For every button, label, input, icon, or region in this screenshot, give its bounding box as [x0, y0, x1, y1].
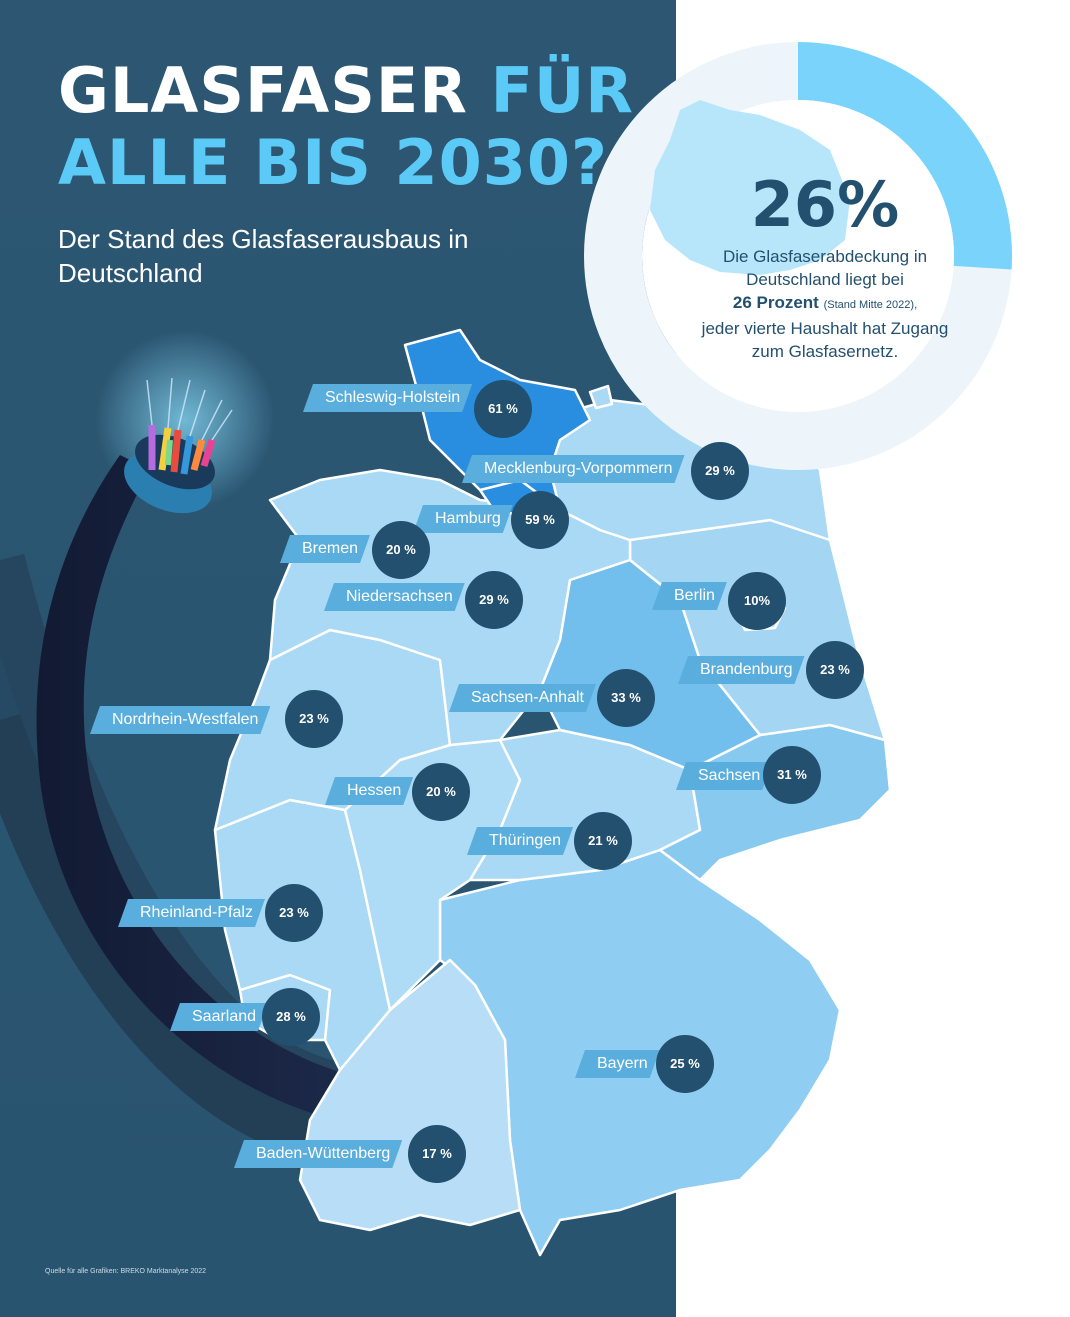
state-label-sachsen: Sachsen — [676, 762, 772, 790]
state-value-baden-w-ttenberg: 17 % — [408, 1125, 466, 1183]
desc-line3: jeder vierte Haushalt hat Zugang zum Gla… — [701, 319, 949, 361]
fiber-cable-icon — [36, 330, 370, 1125]
desc-small: (Stand Mitte 2022), — [823, 299, 918, 311]
state-value-schleswig-holstein: 61 % — [474, 380, 532, 438]
state-label-niedersachsen: Niedersachsen — [324, 583, 465, 611]
coverage-description: Die Glasfaserabdeckung in Deutschland li… — [700, 245, 950, 363]
state-value-hamburg: 59 % — [511, 491, 569, 549]
state-label-sachsen-anhalt: Sachsen-Anhalt — [449, 684, 596, 712]
state-label-brandenburg: Brandenburg — [678, 656, 805, 684]
state-value-berlin: 10% — [728, 572, 786, 630]
state-label-bremen: Bremen — [280, 535, 370, 563]
state-label-mecklenburg-vorpommern: Mecklenburg-Vorpommern — [462, 455, 685, 483]
state-label-rheinland-pfalz: Rheinland-Pfalz — [118, 899, 265, 927]
germany-silhouette-icon — [650, 100, 850, 275]
page-title: GLASFASER FÜR ALLE BIS 2030? — [58, 55, 634, 199]
coverage-donut — [584, 42, 1012, 470]
state-value-bremen: 20 % — [372, 521, 430, 579]
state-value-sachsen: 31 % — [763, 746, 821, 804]
state-value-nordrhein-westfalen: 23 % — [285, 690, 343, 748]
state-value-saarland: 28 % — [262, 988, 320, 1046]
title-line1-accent: FÜR — [490, 54, 635, 127]
state-label-saarland: Saarland — [170, 1003, 268, 1031]
coverage-percent: 26% — [750, 168, 900, 241]
state-label-hessen: Hessen — [325, 777, 413, 805]
subtitle: Der Stand des Glasfaserausbaus in Deutsc… — [58, 224, 469, 288]
state-label-schleswig-holstein: Schleswig-Holstein — [303, 384, 472, 412]
source-note: Quelle für alle Grafiken: BREKO Marktana… — [45, 1268, 207, 1275]
title-line2-accent: ALLE BIS 2030? — [58, 126, 609, 199]
desc-bold: 26 Prozent — [732, 293, 819, 312]
state-value-brandenburg: 23 % — [806, 641, 864, 699]
state-label-th-ringen: Thüringen — [467, 827, 573, 855]
title-line1-white: GLASFASER — [58, 54, 469, 127]
state-value-bayern: 25 % — [656, 1035, 714, 1093]
state-label-berlin: Berlin — [652, 582, 727, 610]
island-ruegen — [588, 384, 614, 410]
state-value-sachsen-anhalt: 33 % — [597, 669, 655, 727]
state-label-hamburg: Hamburg — [413, 505, 513, 533]
state-label-bayern: Bayern — [575, 1050, 660, 1078]
state-value-hessen: 20 % — [412, 763, 470, 821]
state-value-niedersachsen: 29 % — [465, 571, 523, 629]
desc-line1: Die Glasfaserabdeckung in Deutschland li… — [722, 247, 928, 289]
state-value-mecklenburg-vorpommern: 29 % — [691, 442, 749, 500]
state-value-rheinland-pfalz: 23 % — [265, 884, 323, 942]
state-value-th-ringen: 21 % — [574, 812, 632, 870]
state-label-baden-w-ttenberg: Baden-Wüttenberg — [234, 1140, 402, 1168]
coverage-donut-arc — [584, 42, 1012, 470]
donut-text: 26% Die Glasfaserabdeckung in Deutschlan… — [700, 165, 950, 363]
state-label-nordrhein-westfalen: Nordrhein-Westfalen — [90, 706, 270, 734]
